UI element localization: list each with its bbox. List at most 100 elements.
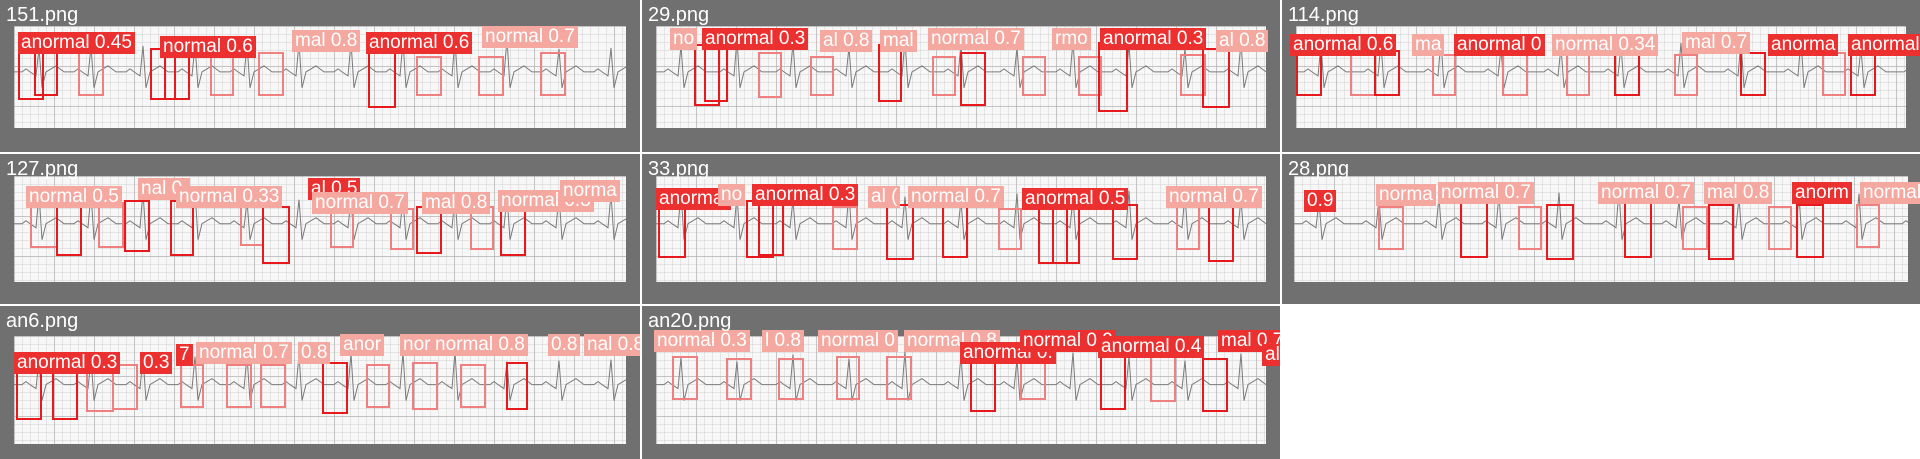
ecg-trace (656, 351, 1266, 401)
detection-label: 7 (176, 344, 193, 366)
detection-label: anormal 0.3 (752, 184, 859, 206)
anormal-detection-box (1296, 52, 1322, 96)
ecg-waveform (14, 190, 626, 240)
ecg-trace (14, 351, 626, 401)
detection-label: mal 0.8 (1704, 182, 1773, 204)
normal-detection-box (258, 52, 284, 96)
detection-label: anormal 0.3 (1100, 28, 1207, 50)
normal-detection-box (1502, 52, 1528, 96)
tile-filename: 28.png (1288, 158, 1350, 180)
detection-label: 0.8 (548, 334, 581, 356)
result-tile-29: 29.png no anormal 0.3 al 0.8 mal normal … (642, 0, 1280, 152)
anormal-detection-box (500, 210, 526, 256)
anormal-detection-box (1624, 202, 1652, 258)
detection-label: mal 0.8 (422, 192, 491, 214)
anormal-detection-box (886, 204, 914, 260)
normal-detection-box (1176, 206, 1200, 250)
detection-label: normal 0.7 (1438, 182, 1534, 204)
detection-label: normal 0.7 (196, 342, 292, 364)
anormal-detection-box (1460, 202, 1488, 258)
detection-label: normal 0.5 (26, 186, 122, 208)
anormal-detection-box (1740, 52, 1766, 96)
anormal-detection-box (1202, 48, 1230, 108)
detection-label: norma (560, 180, 620, 202)
tile-filename: 151.png (6, 4, 79, 26)
normal-detection-box (810, 56, 834, 96)
detection-label: l 0.8 (762, 330, 804, 352)
anormal-detection-box (262, 206, 290, 264)
detection-label: al 0.8 (1262, 344, 1280, 366)
result-tile-28: 28.png 0.9 norma normal 0.7 normal 0.7 m… (1282, 154, 1920, 304)
tile-filename: 127.png (6, 158, 79, 180)
detection-label: normal 0.7 (482, 26, 578, 48)
anormal-detection-box (1374, 50, 1400, 96)
detection-label: normal 0.7 (1166, 186, 1262, 208)
detection-label: nal 0.8 (584, 334, 640, 356)
detection-label: normal 0.7 (928, 28, 1024, 50)
anormal-detection-box (942, 202, 968, 258)
result-tile-151: 151.png anormal 0.45 normal 0.6 mal 0.8 … (0, 0, 640, 152)
anormal-detection-box (704, 44, 728, 102)
detection-label: anormal (1848, 34, 1920, 56)
normal-detection-box (758, 52, 782, 98)
detection-label: normal (1860, 182, 1920, 204)
anormal-detection-box (322, 362, 348, 414)
ecg-trace (656, 190, 1266, 240)
normal-detection-box (366, 364, 390, 408)
anormal-detection-box (1614, 50, 1640, 96)
anormal-detection-box (878, 44, 902, 102)
anormal-detection-box (970, 356, 996, 412)
normal-detection-box (1856, 204, 1880, 248)
normal-detection-box (226, 364, 252, 408)
detection-label: 0.8 (298, 342, 331, 364)
anormal-detection-box (1112, 204, 1138, 260)
normal-detection-box (180, 364, 204, 408)
result-tile-an20: an20.png normal 0.3 l 0.8 normal 0 norma… (642, 306, 1280, 459)
detection-label: anor (340, 334, 385, 356)
normal-detection-box (1150, 356, 1176, 402)
result-tile-114: 114.png anormal 0.6 ma anormal 0 normal … (1282, 0, 1920, 152)
ecg-waveform (656, 190, 1266, 240)
anormal-detection-box (1546, 204, 1574, 260)
detection-label: normal 0.3 (654, 330, 750, 352)
detection-label: anormal 0.6 (1290, 34, 1397, 56)
detection-label: norma (1376, 184, 1436, 206)
normal-detection-box (1432, 54, 1456, 96)
detection-label: normal 0.7 (312, 192, 408, 214)
normal-detection-box (726, 358, 752, 400)
detection-label: normal 0.8 (432, 334, 528, 356)
normal-detection-box (886, 356, 912, 400)
detection-label: al 0.8 (1216, 30, 1269, 52)
ecg-waveform (656, 351, 1266, 401)
detection-label: normal 0.34 (1552, 34, 1659, 56)
anormal-detection-box (1202, 358, 1228, 412)
detection-label: mal 0.8 (292, 30, 361, 52)
normal-detection-box (390, 208, 414, 250)
detection-label: anormal 0.45 (18, 32, 135, 54)
normal-detection-box (412, 362, 438, 410)
detection-label: normal 0.6 (160, 36, 256, 58)
detection-label: anorma (1768, 34, 1839, 56)
detection-label: anormal 0.3 (14, 352, 121, 374)
normal-detection-box (112, 364, 138, 410)
normal-detection-box (260, 364, 286, 408)
result-tile-33: 33.png anormal no anormal 0.3 al ( norma… (642, 154, 1280, 304)
normal-detection-box (836, 356, 860, 400)
anormal-detection-box (658, 204, 686, 258)
detection-label: no (718, 184, 746, 206)
normal-detection-box (1518, 206, 1542, 250)
anormal-detection-box (506, 362, 528, 410)
detection-label: normal 0.9 (1020, 330, 1116, 352)
normal-detection-box (1674, 54, 1698, 96)
anormal-detection-box (1708, 204, 1734, 260)
anormal-detection-box (1850, 50, 1876, 96)
normal-detection-box (1566, 54, 1590, 96)
detection-label: normal 0.7 (908, 186, 1004, 208)
ecg-waveform (656, 38, 1266, 89)
normal-detection-box (932, 56, 956, 96)
detection-label: mal (880, 30, 917, 52)
detection-label: anormal 0.3 (702, 28, 809, 50)
anormal-detection-box (1796, 204, 1824, 258)
detection-label: rmo (1052, 28, 1091, 50)
normal-detection-box (240, 204, 264, 246)
